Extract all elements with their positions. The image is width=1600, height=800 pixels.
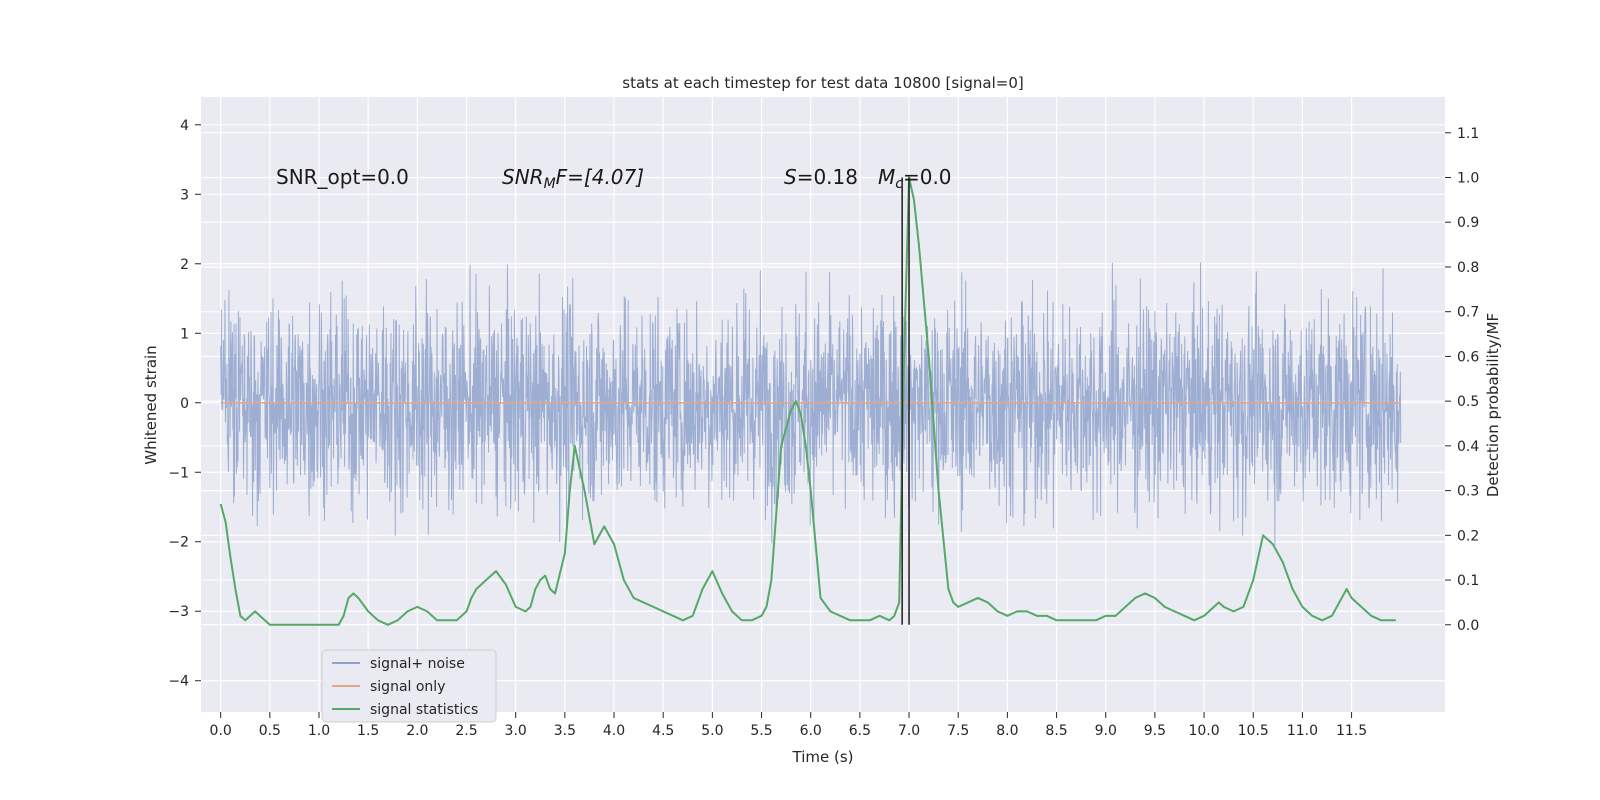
x-tick-label: 1.5 [357,723,379,739]
x-tick-label: 1.0 [308,723,330,739]
legend-label-signal-only: signal only [370,679,445,695]
x-tick-label: 4.5 [652,723,674,739]
y2-tick-label: 0.0 [1457,618,1479,634]
x-tick-label: 6.5 [849,723,871,739]
y2-tick-labels: 1.1 1.0 0.9 0.8 0.7 0.6 0.5 0.4 0.3 0.2 0.1 0.0 [1445,126,1479,634]
annotation-s-main: S [784,165,797,189]
x-tick-label: 8.5 [1045,723,1067,739]
annotation-snr-mf: SNRMF=[4.07] [502,165,644,192]
x-tick-label: 11.5 [1336,723,1367,739]
legend-label-signal-noise: signal+ noise [370,656,465,672]
legend: signal+ noise signal only signal statist… [321,649,497,723]
x-tick-label: 0.5 [259,723,281,739]
y2-tick-label: 0.1 [1457,573,1479,589]
legend-box [321,649,497,723]
y2-tick-label: 0.8 [1457,260,1479,276]
y2-tick-label: 0.9 [1457,215,1479,231]
y2-tick-label: 1.1 [1457,126,1479,142]
marker-lines [901,177,910,625]
annotation-snr-mf-sub: M [544,176,556,192]
y2-tick-label: 0.2 [1457,528,1479,544]
x-tick-label: 2.5 [455,723,477,739]
y2-tick-label: 0.5 [1457,394,1479,410]
signal-noise-trace [220,262,1402,546]
y-tick-label: 2 [180,257,189,273]
y-tick-label: 0 [180,396,189,412]
y-tick-labels: 4 3 2 1 0 −1 −2 −3 −4 [168,118,201,690]
legend-label-signal-statistics: signal statistics [370,702,478,718]
x-tick-label: 10.0 [1188,723,1219,739]
x-tick-label: 7.5 [947,723,969,739]
annotation-snr-mf-rest: F=[4.07] [556,165,644,189]
y-tick-label: 4 [180,118,189,134]
y2-axis-title: Detection probability/MF [1484,313,1502,497]
annotation-mc-rest: =0.0 [903,165,952,189]
y2-tick-label: 1.0 [1457,171,1479,187]
x-tick-label: 5.5 [750,723,772,739]
y-tick-label: −4 [168,674,189,690]
x-tick-label: 6.0 [800,723,822,739]
annotation-mc-main: M [878,165,895,189]
y2-tick-label: 0.6 [1457,349,1479,365]
signal-statistics-line [219,176,1396,626]
annotation-s-rest: =0.18 [797,165,858,189]
annotation-s: S=0.18 [784,165,858,189]
x-tick-labels: 0.0 0.5 1.0 1.5 2.0 2.5 3.0 3.5 4.0 4.5 5.0 5.5 6.0 6… [210,712,1367,739]
x-tick-label: 8.0 [996,723,1018,739]
x-tick-label: 9.0 [1095,723,1117,739]
y-tick-label: −1 [168,465,189,481]
y2-tick-label: 0.7 [1457,305,1479,321]
series-signal-statistics [219,176,1396,626]
x-tick-label: 2.0 [406,723,428,739]
y2-tick-label: 0.3 [1457,484,1479,500]
x-tick-label: 4.0 [603,723,625,739]
x-tick-label: 5.0 [701,723,723,739]
x-tick-label: 11.0 [1287,723,1318,739]
annotation-snr-mf-main: SNR [502,165,544,189]
y-axis-title: Whitened strain [142,345,160,464]
x-tick-label: 0.0 [210,723,232,739]
chart-title: stats at each timestep for test data 108… [622,74,1023,92]
annotation-mc: Mc=0.0 [878,165,952,192]
y2-tick-label: 0.4 [1457,439,1479,455]
x-axis-title: Time (s) [792,748,854,766]
y-tick-label: −2 [168,535,189,551]
x-tick-label: 9.5 [1144,723,1166,739]
annotation-snr-opt: SNR_opt=0.0 [276,165,409,189]
series-signal-noise [220,262,1402,546]
x-tick-label: 3.0 [505,723,527,739]
x-tick-label: 3.5 [554,723,576,739]
x-tick-label: 7.0 [898,723,920,739]
y-tick-label: 3 [180,187,189,203]
annotation-mc-sub: c [895,176,903,192]
x-tick-label: 10.5 [1238,723,1269,739]
y-tick-label: −3 [168,604,189,620]
y-tick-label: 1 [180,326,189,342]
